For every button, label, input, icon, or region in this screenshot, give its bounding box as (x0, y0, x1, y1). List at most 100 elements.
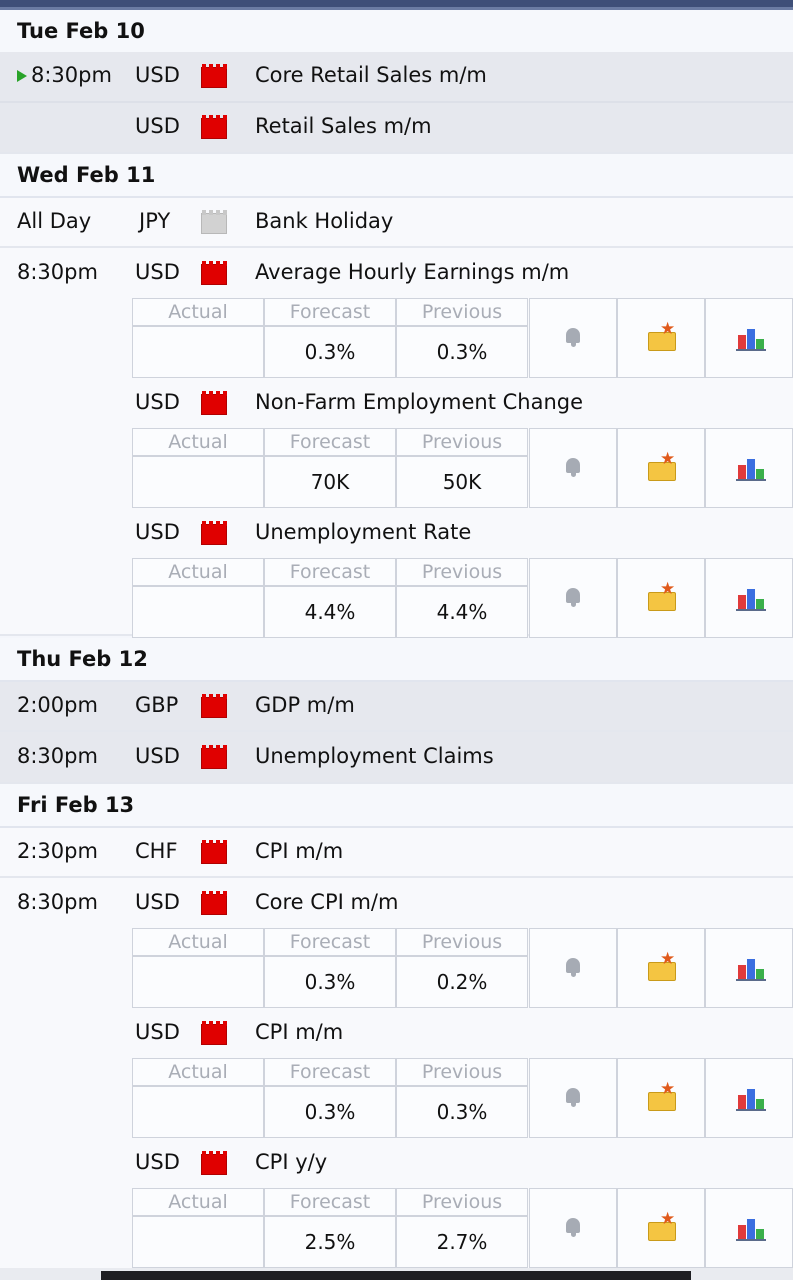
bell-icon (564, 328, 582, 348)
event-detail: Actual Forecast Previous 0.3% 0.3% ★ (132, 1058, 793, 1138)
event-time: 8:30pm (17, 744, 98, 768)
bell-icon (564, 958, 582, 978)
event-time: All Day (17, 209, 92, 233)
folder-star-icon: ★ (648, 951, 676, 981)
event-currency: USD (135, 1150, 180, 1174)
alert-button[interactable] (529, 558, 617, 638)
event-title[interactable]: Core CPI m/m (255, 890, 399, 914)
folder-star-icon: ★ (648, 1211, 676, 1241)
event-currency: USD (135, 1020, 180, 1044)
event-currency: USD (135, 114, 180, 138)
event-title[interactable]: CPI m/m (255, 839, 344, 863)
history-button[interactable] (705, 928, 793, 1008)
previous-value: 50K (396, 456, 528, 508)
event-title[interactable]: CPI m/m (255, 1020, 344, 1044)
bar-chart-icon (736, 1219, 766, 1241)
event-title[interactable]: Non-Farm Employment Change (255, 390, 584, 414)
previous-value: 0.3% (396, 1086, 528, 1138)
folder-star-icon: ★ (648, 321, 676, 351)
history-button[interactable] (705, 428, 793, 508)
forecast-header: Forecast (264, 928, 396, 956)
day-header: Thu Feb 12 (0, 638, 793, 682)
bell-icon (564, 458, 582, 478)
previous-value: 0.2% (396, 956, 528, 1008)
forecast-header: Forecast (264, 298, 396, 326)
bar-chart-icon (736, 959, 766, 981)
red-impact-folder-icon[interactable] (201, 694, 228, 718)
favorite-button[interactable]: ★ (617, 928, 705, 1008)
previous-header: Previous (396, 558, 528, 586)
event-row (0, 198, 793, 248)
forecast-value: 70K (264, 456, 396, 508)
event-currency: JPY (139, 209, 171, 233)
event-title[interactable]: Bank Holiday (255, 209, 394, 233)
bell-icon (564, 588, 582, 608)
day-header: Fri Feb 13 (0, 784, 793, 828)
event-title[interactable]: GDP m/m (255, 693, 355, 717)
event-time: 8:30pm (17, 260, 98, 284)
actual-value (132, 1086, 264, 1138)
history-button[interactable] (705, 1188, 793, 1268)
actual-header: Actual (132, 928, 264, 956)
favorite-button[interactable]: ★ (617, 428, 705, 508)
actual-value (132, 1216, 264, 1268)
red-impact-folder-icon[interactable] (201, 745, 228, 769)
event-row (0, 828, 793, 878)
event-detail: Actual Forecast Previous 4.4% 4.4% ★ (132, 558, 793, 638)
history-button[interactable] (705, 558, 793, 638)
bell-icon (564, 1088, 582, 1108)
forecast-value: 4.4% (264, 586, 396, 638)
event-currency: GBP (135, 693, 179, 717)
favorite-button[interactable]: ★ (617, 298, 705, 378)
forecast-header: Forecast (264, 428, 396, 456)
actual-header: Actual (132, 1188, 264, 1216)
red-impact-folder-icon[interactable] (201, 1021, 228, 1045)
red-impact-folder-icon[interactable] (201, 391, 228, 415)
divider (0, 101, 793, 103)
day-label: Wed Feb 11 (17, 163, 156, 187)
event-title[interactable]: CPI y/y (255, 1150, 328, 1174)
red-impact-folder-icon[interactable] (201, 891, 228, 915)
previous-value: 0.3% (396, 326, 528, 378)
event-group (0, 52, 793, 154)
actual-value (132, 956, 264, 1008)
actual-header: Actual (132, 428, 264, 456)
alert-button[interactable] (529, 428, 617, 508)
alert-button[interactable] (529, 1188, 617, 1268)
bar-chart-icon (736, 589, 766, 611)
alert-button[interactable] (529, 1058, 617, 1138)
event-detail: Actual Forecast Previous 70K 50K ★ (132, 428, 793, 508)
history-button[interactable] (705, 1058, 793, 1138)
alert-button[interactable] (529, 298, 617, 378)
gray-impact-folder-icon[interactable] (201, 210, 228, 234)
red-impact-folder-icon[interactable] (201, 115, 228, 139)
favorite-button[interactable]: ★ (617, 558, 705, 638)
red-impact-folder-icon[interactable] (201, 261, 228, 285)
event-title[interactable]: Unemployment Claims (255, 744, 494, 768)
bar-chart-icon (736, 459, 766, 481)
red-impact-folder-icon[interactable] (201, 521, 228, 545)
history-button[interactable] (705, 298, 793, 378)
favorite-button[interactable]: ★ (617, 1188, 705, 1268)
red-impact-folder-icon[interactable] (201, 1151, 228, 1175)
event-title[interactable]: Unemployment Rate (255, 520, 472, 544)
forecast-value: 0.3% (264, 1086, 396, 1138)
red-impact-folder-icon[interactable] (201, 64, 228, 88)
event-title[interactable]: Average Hourly Earnings m/m (255, 260, 570, 284)
red-impact-folder-icon[interactable] (201, 840, 228, 864)
bottom-bar (101, 1271, 691, 1280)
event-title[interactable]: Core Retail Sales m/m (255, 63, 487, 87)
previous-header: Previous (396, 1188, 528, 1216)
folder-star-icon: ★ (648, 581, 676, 611)
folder-star-icon: ★ (648, 1081, 676, 1111)
previous-header: Previous (396, 428, 528, 456)
event-row (0, 732, 793, 784)
event-detail: Actual Forecast Previous 0.3% 0.3% ★ (132, 298, 793, 378)
day-label: Thu Feb 12 (17, 647, 148, 671)
forecast-value: 0.3% (264, 326, 396, 378)
alert-button[interactable] (529, 928, 617, 1008)
favorite-button[interactable]: ★ (617, 1058, 705, 1138)
event-currency: USD (135, 63, 180, 87)
event-title[interactable]: Retail Sales m/m (255, 114, 432, 138)
event-currency: USD (135, 520, 180, 544)
